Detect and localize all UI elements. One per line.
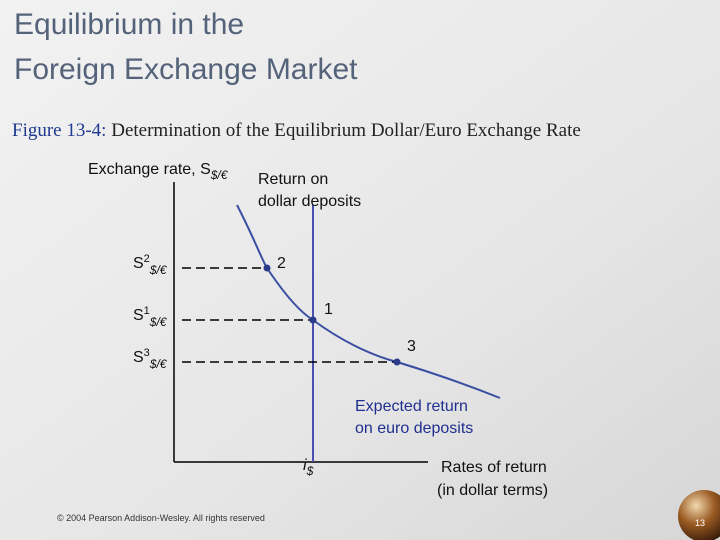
figure-caption: Figure 13-4: Determination of the Equili…: [12, 120, 581, 141]
interest-label: i$: [303, 457, 314, 478]
decorative-globe: [678, 490, 720, 540]
caption-label: Figure 13-4:: [12, 120, 106, 141]
caption-text: Determination of the Equilibrium Dollar/…: [111, 120, 581, 141]
rate-sub: $/€: [149, 357, 168, 371]
rate-sub: $/€: [149, 315, 168, 329]
x-axis-label: (in dollar terms): [437, 482, 548, 499]
label-sub: $/€: [210, 168, 229, 182]
rate-label: S1$/€: [133, 305, 168, 329]
euro-curve-label: on euro deposits: [355, 420, 473, 437]
rate-label: S3$/€: [133, 347, 168, 371]
euro-curve-label: Expected return: [355, 398, 468, 415]
title-line: Foreign Exchange Market: [14, 53, 358, 86]
point: [263, 264, 271, 272]
point: [393, 358, 401, 366]
rate-base: S: [133, 307, 144, 324]
x-axis-label: Rates of return: [441, 459, 547, 476]
rate-sub: $/€: [149, 263, 168, 277]
point-label: 1: [324, 301, 333, 318]
rate-sup: 1: [144, 305, 150, 317]
rate-sup: 2: [144, 253, 150, 265]
label-sub: $: [306, 464, 314, 478]
footer: © 2004 Pearson Addison-Wesley. All right…: [57, 513, 265, 523]
point-label: 2: [277, 255, 286, 272]
euro-return-curve: [236, 204, 501, 399]
point: [309, 316, 317, 324]
title-line: Equilibrium in the: [14, 8, 244, 41]
dollar-curve-label: dollar deposits: [258, 193, 361, 210]
y-axis-label: Exchange rate, S$/€: [88, 161, 229, 182]
page-number: 13: [695, 518, 705, 528]
label-text: i: [303, 457, 307, 474]
dollar-curve-label: Return on: [258, 171, 328, 188]
rate-base: S: [133, 349, 144, 366]
label-text: Exchange rate, S: [88, 161, 211, 178]
rate-base: S: [133, 255, 144, 272]
rate-sup: 3: [144, 347, 150, 359]
rate-label: S2$/€: [133, 253, 168, 277]
point-label: 3: [407, 338, 416, 355]
